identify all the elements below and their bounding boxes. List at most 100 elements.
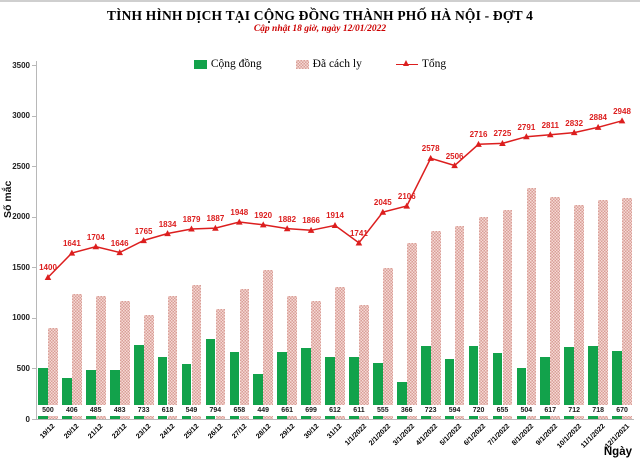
bar-value-label: 555 xyxy=(371,405,394,416)
bar-cong-dong xyxy=(349,357,359,419)
bar-da-cach-ly xyxy=(574,204,585,419)
bar-value-label: 618 xyxy=(156,405,179,416)
total-value-label: 1882 xyxy=(278,214,297,224)
y-tick-label: 1500 xyxy=(12,262,30,272)
total-value-label: 1765 xyxy=(134,226,153,236)
bar-cong-dong xyxy=(396,382,407,419)
bar-da-cach-ly xyxy=(478,217,489,419)
bar-value-label: 670 xyxy=(610,405,634,416)
y-tick-label: 2000 xyxy=(12,212,30,222)
line-marker xyxy=(570,129,578,136)
bar-da-cach-ly xyxy=(191,284,202,419)
bar-value-label: 594 xyxy=(443,405,466,416)
bar-da-cach-ly xyxy=(263,270,274,419)
legend-label: Tổng xyxy=(421,58,447,70)
bar-value-label: 500 xyxy=(36,405,60,416)
total-value-label: 1741 xyxy=(349,228,368,238)
bar-value-label: 406 xyxy=(60,405,83,416)
y-tick-label: 2500 xyxy=(12,161,30,171)
bar-da-cach-ly xyxy=(311,301,321,419)
bar-value-label: 549 xyxy=(180,405,203,416)
line-marker xyxy=(546,131,554,138)
bar-value-label: 794 xyxy=(204,405,227,416)
line-marker xyxy=(379,208,387,215)
total-value-label: 1879 xyxy=(182,215,201,224)
bar-cong-dong xyxy=(253,373,264,419)
y-tick-mark xyxy=(32,419,36,420)
chart-legend: Cộng đồng Đã cách ly Tổng xyxy=(0,56,640,72)
line-marker xyxy=(188,225,195,232)
bar-value-label: 658 xyxy=(228,405,251,416)
total-value-label: 2106 xyxy=(397,192,416,201)
bar-da-cach-ly xyxy=(48,328,58,419)
trend-line-path xyxy=(47,120,623,278)
legend-item: Tổng xyxy=(395,58,447,70)
bar-value-label: 733 xyxy=(132,405,155,416)
total-value-label: 2884 xyxy=(589,113,607,123)
legend-item: Đã cách ly xyxy=(295,58,362,70)
line-marker xyxy=(594,123,602,130)
y-tick-label: 500 xyxy=(16,363,30,373)
line-marker xyxy=(475,140,482,147)
bar-value-label: 718 xyxy=(587,405,610,416)
bar-value-label: 699 xyxy=(299,405,323,416)
y-tick-label: 1000 xyxy=(12,313,30,323)
bar-cong-dong xyxy=(516,368,527,419)
bar-da-cach-ly xyxy=(502,209,513,419)
y-tick-label: 3500 xyxy=(12,60,30,70)
bar-value-label: 661 xyxy=(276,405,299,416)
line-marker xyxy=(44,274,52,280)
bar-cong-dong xyxy=(181,363,192,419)
bar-cong-dong xyxy=(444,358,455,419)
bar-value-label: 612 xyxy=(323,405,347,416)
y-tick-mark xyxy=(32,166,36,168)
total-value-label: 1400 xyxy=(39,263,57,273)
bar-cong-dong xyxy=(540,356,551,419)
total-value-label: 1704 xyxy=(86,232,105,242)
bar-cong-dong xyxy=(205,338,216,419)
line-marker xyxy=(116,249,124,256)
total-value-label: 2811 xyxy=(541,120,559,130)
bar-cong-dong xyxy=(373,362,383,419)
bar-da-cach-ly xyxy=(239,288,250,419)
line-marker xyxy=(427,154,434,161)
bar-da-cach-ly xyxy=(119,301,130,419)
y-tick-mark xyxy=(32,317,36,319)
y-axis-line xyxy=(36,61,37,419)
x-axis-title: Ngày xyxy=(603,446,632,458)
x-axis-line xyxy=(36,419,634,420)
total-value-label: 2578 xyxy=(421,144,440,154)
total-value-label: 1641 xyxy=(62,239,81,248)
bar-cong-dong xyxy=(62,377,72,419)
bar-value-label: 483 xyxy=(108,405,131,416)
bar-cong-dong xyxy=(325,357,335,419)
bar-value-label: 504 xyxy=(515,405,538,416)
bar-da-cach-ly xyxy=(526,187,537,419)
total-value-label: 1646 xyxy=(110,238,129,248)
bar-cong-dong xyxy=(38,368,48,419)
y-tick-label: 3000 xyxy=(12,111,30,121)
bar-value-label: 611 xyxy=(347,405,371,416)
bar-cong-dong xyxy=(420,345,431,419)
line-marker xyxy=(92,243,100,250)
bar-da-cach-ly xyxy=(72,294,82,419)
bar-cong-dong xyxy=(229,352,240,419)
line-marker xyxy=(403,202,411,209)
bar-cong-dong xyxy=(277,352,288,419)
bar-da-cach-ly xyxy=(143,314,154,419)
total-value-label: 2725 xyxy=(493,129,512,139)
line-marker xyxy=(499,139,506,146)
bar-da-cach-ly xyxy=(335,287,345,419)
bar-value-label: 485 xyxy=(84,405,107,416)
legend-swatch-cong-dong xyxy=(193,59,207,69)
bar-value-label: 617 xyxy=(539,405,562,416)
bar-da-cach-ly xyxy=(550,197,561,419)
total-value-label: 1920 xyxy=(254,210,273,220)
line-marker xyxy=(164,230,171,237)
bar-cong-dong xyxy=(468,346,479,419)
bar-value-label: 723 xyxy=(419,405,442,416)
total-value-label: 2506 xyxy=(445,151,464,161)
total-value-label: 1914 xyxy=(326,211,344,221)
legend-swatch-tong xyxy=(395,59,418,69)
